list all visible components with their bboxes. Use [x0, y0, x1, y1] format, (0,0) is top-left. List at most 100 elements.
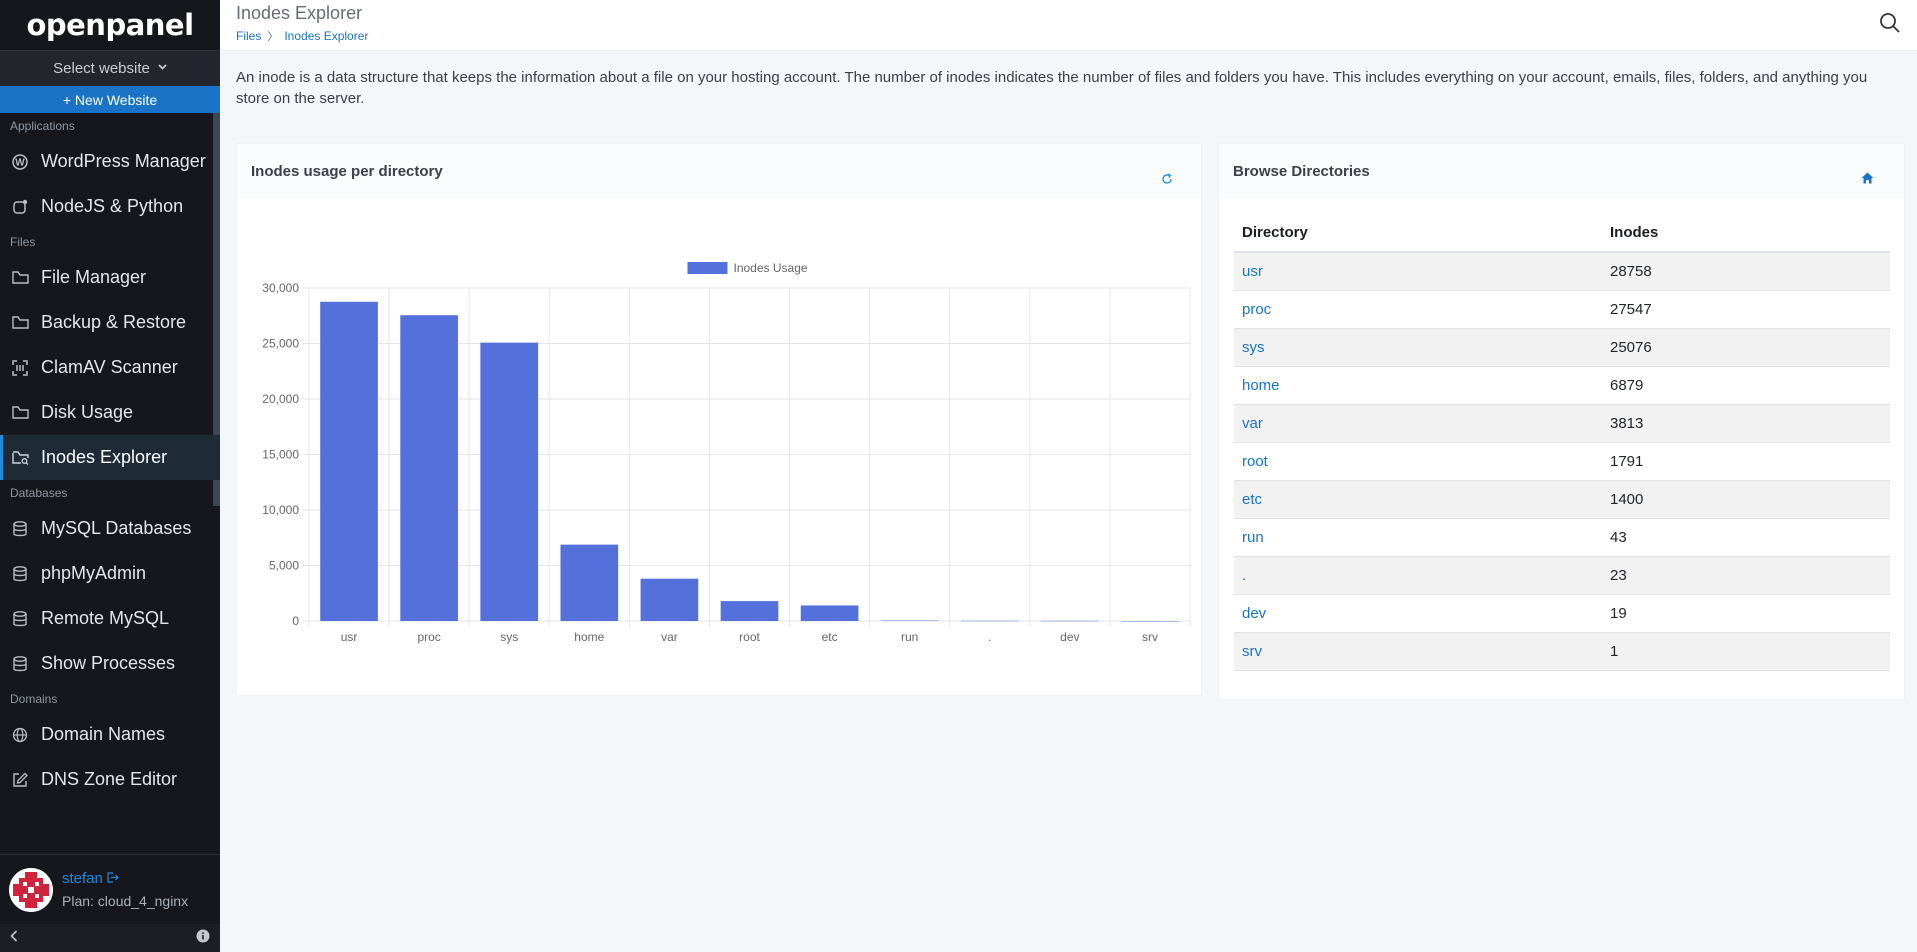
- directory-link[interactable]: var: [1242, 414, 1263, 432]
- search-icon[interactable]: [1879, 12, 1903, 36]
- svg-text:W: W: [15, 157, 25, 168]
- info-icon[interactable]: [196, 929, 210, 948]
- directory-link[interactable]: etc: [1242, 490, 1263, 508]
- select-website-label: Select website: [53, 60, 150, 77]
- sidebar-item-dns-zone-editor[interactable]: DNS Zone Editor: [0, 757, 220, 802]
- inodes-count-cell: 28758: [1602, 252, 1890, 291]
- sidebar-item-label: Disk Usage: [41, 402, 134, 422]
- sidebar-item-inodes-explorer[interactable]: Inodes Explorer: [0, 435, 220, 480]
- sidebar-footer: [0, 924, 220, 952]
- table-row: home 6879: [1234, 366, 1890, 405]
- table-row: etc 1400: [1234, 480, 1890, 519]
- y-tick-label: 30,000: [262, 281, 299, 295]
- table-header-row: Directory Inodes: [1234, 214, 1890, 253]
- sidebar-item-remote-mysql[interactable]: Remote MySQL: [0, 596, 220, 641]
- table-row: root 1791: [1234, 442, 1890, 481]
- chevron-down-icon: [158, 62, 167, 73]
- sidebar-item-label: Domain Names: [41, 724, 166, 744]
- breadcrumb-inodes-explorer[interactable]: Inodes Explorer: [284, 29, 369, 43]
- select-website-dropdown[interactable]: Select website: [0, 50, 220, 86]
- database-icon: [10, 564, 30, 584]
- sidebar-scrollbar[interactable]: [213, 113, 220, 506]
- inodes-count-cell: 27547: [1602, 290, 1890, 329]
- sidebar-item-file-manager[interactable]: File Manager: [0, 255, 220, 300]
- edit-icon: [10, 770, 30, 790]
- sidebar-item-wordpress-manager[interactable]: W WordPress Manager: [0, 139, 220, 184]
- breadcrumb-separator-icon: 〉: [267, 31, 279, 43]
- logout-icon[interactable]: [107, 870, 120, 887]
- directory-cell: usr: [1234, 252, 1602, 291]
- sidebar-item-mysql-databases[interactable]: MySQL Databases: [0, 506, 220, 551]
- sidebar-item-clamav-scanner[interactable]: ClamAV Scanner: [0, 345, 220, 390]
- y-tick-label: 20,000: [262, 392, 299, 406]
- directory-link[interactable]: dev: [1242, 604, 1267, 622]
- dirs-card-title: Browse Directories: [1233, 163, 1370, 180]
- bar-proc[interactable]: [400, 315, 458, 621]
- sidebar-item-domain-names[interactable]: Domain Names: [0, 712, 220, 757]
- x-tick-label: var: [661, 630, 678, 644]
- directory-link[interactable]: sys: [1242, 338, 1265, 356]
- y-tick-label: 0: [292, 614, 299, 628]
- x-tick-label: sys: [500, 630, 518, 644]
- table-row: var 3813: [1234, 404, 1890, 443]
- sidebar-item-label: Inodes Explorer: [41, 447, 168, 467]
- new-website-button[interactable]: + New Website: [0, 86, 220, 113]
- breadcrumb-files[interactable]: Files: [236, 29, 262, 43]
- inodes-count-cell: 25076: [1602, 328, 1890, 367]
- bar-dev[interactable]: [1041, 620, 1099, 622]
- globe-icon: [10, 725, 30, 745]
- sidebar-item-disk-usage[interactable]: Disk Usage: [0, 390, 220, 435]
- directory-link[interactable]: run: [1242, 528, 1264, 546]
- bar-home[interactable]: [560, 544, 619, 621]
- page-description: An inode is a data structure that keeps …: [236, 69, 1868, 107]
- directory-cell: .: [1234, 556, 1602, 595]
- bar-dot[interactable]: [960, 620, 1019, 622]
- bar-sys[interactable]: [480, 342, 539, 621]
- inodes-count-cell: 6879: [1602, 366, 1890, 405]
- column-header-directory: Directory: [1234, 214, 1602, 253]
- directory-cell: dev: [1234, 594, 1602, 633]
- section-applications: Applications: [10, 119, 75, 133]
- collapse-sidebar-icon[interactable]: [10, 929, 18, 947]
- directory-link[interactable]: proc: [1242, 300, 1272, 318]
- sidebar-item-show-processes[interactable]: Show Processes: [0, 641, 220, 686]
- bar-run[interactable]: [880, 620, 939, 622]
- avatar[interactable]: [9, 867, 53, 912]
- sidebar-item-label: MySQL Databases: [41, 518, 192, 538]
- table-row: run 43: [1234, 518, 1890, 557]
- bar-srv[interactable]: [1121, 620, 1179, 622]
- database-icon: [10, 654, 30, 674]
- directory-link[interactable]: root: [1242, 452, 1268, 470]
- directory-link[interactable]: srv: [1242, 642, 1262, 660]
- legend-swatch[interactable]: [687, 262, 728, 274]
- bar-usr[interactable]: [320, 301, 378, 621]
- sidebar-item-nodejs-python[interactable]: NodeJS & Python: [0, 184, 220, 229]
- home-icon[interactable]: [1861, 171, 1874, 188]
- x-tick-label: etc: [822, 630, 838, 644]
- inodes-count-cell: 1: [1602, 632, 1890, 671]
- folder-icon: [10, 313, 30, 333]
- chart-bars: [320, 301, 1179, 622]
- directory-link[interactable]: .: [1242, 566, 1247, 584]
- sidebar-item-phpmyadmin[interactable]: phpMyAdmin: [0, 551, 220, 596]
- main-content: Inodes Explorer Files 〉 Inodes Explorer …: [220, 0, 1917, 952]
- username-link[interactable]: stefan: [62, 869, 103, 887]
- table-row: dev 19: [1234, 594, 1890, 633]
- user-plan: Plan: cloud_4_nginx: [62, 892, 189, 909]
- bar-etc[interactable]: [800, 605, 859, 621]
- table-row: sys 25076: [1234, 328, 1890, 367]
- sidebar-item-backup-restore[interactable]: Backup & Restore: [0, 300, 220, 345]
- bar-root[interactable]: [720, 601, 779, 621]
- directory-link[interactable]: home: [1242, 376, 1280, 394]
- bar-var[interactable]: [640, 578, 699, 621]
- legend-label[interactable]: Inodes Usage: [734, 261, 808, 275]
- folder-icon: [10, 403, 30, 423]
- sidebar-item-label: NodeJS & Python: [41, 196, 184, 216]
- page-header: Inodes Explorer Files 〉 Inodes Explorer: [220, 0, 1917, 51]
- directory-link[interactable]: usr: [1242, 262, 1263, 280]
- x-tick-label: root: [739, 630, 760, 644]
- refresh-icon[interactable]: [1161, 172, 1173, 188]
- chart-card-header: Inodes usage per directory: [237, 144, 1201, 199]
- page-title: Inodes Explorer: [236, 3, 363, 23]
- inodes-count-cell: 3813: [1602, 404, 1890, 443]
